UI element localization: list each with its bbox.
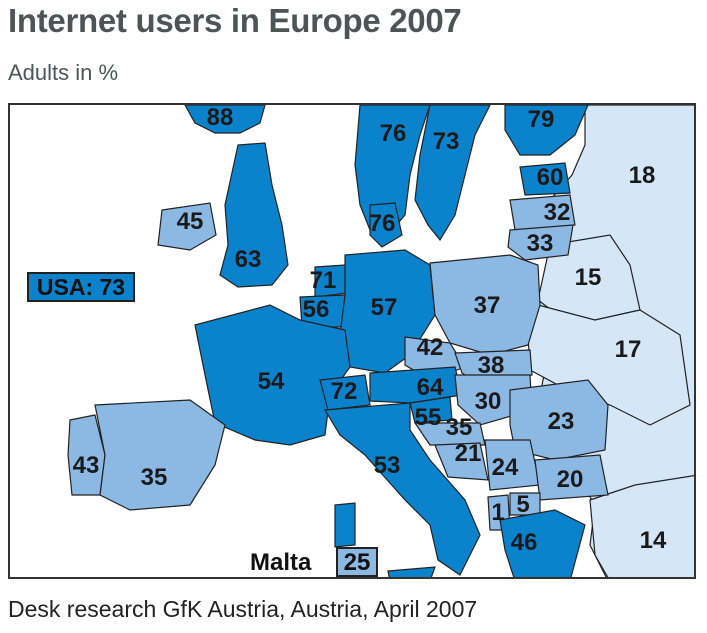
region-value-romania: 23 [548, 408, 575, 435]
region-value-united-kingdom: 63 [235, 246, 262, 273]
region-united-kingdom [219, 142, 289, 288]
malta-value: 25 [336, 547, 378, 577]
region-value-finland: 79 [528, 106, 555, 133]
region-value-norway: 76 [380, 120, 407, 147]
region-value-belgium: 56 [303, 296, 330, 323]
region-ireland [157, 202, 217, 251]
region-sicily [387, 566, 436, 577]
region-spain [94, 399, 226, 511]
region-value-germany: 57 [371, 294, 398, 321]
region-bosnia [434, 442, 489, 481]
region-value-greece: 46 [511, 529, 538, 556]
region-romania [509, 379, 609, 461]
region-value-macedonia: 5 [516, 491, 529, 518]
region-value-bosnia: 21 [455, 440, 482, 467]
map-title: Internet users in Europe 2007 [8, 2, 462, 39]
region-value-hungary: 30 [475, 388, 502, 415]
region-estonia [519, 162, 571, 196]
region-latvia [509, 194, 576, 231]
region-value-lithuania: 33 [527, 230, 554, 257]
region-poland [429, 254, 541, 356]
region-sweden [414, 105, 491, 242]
map-subtitle: Adults in % [8, 60, 119, 85]
region-value-belarus: 15 [575, 264, 602, 291]
region-value-czech-republic: 42 [417, 334, 444, 361]
region-value-poland: 37 [474, 292, 501, 319]
region-slovenia [409, 396, 453, 424]
region-value-turkey: 14 [640, 527, 667, 554]
region-value-netherlands: 71 [310, 267, 337, 294]
region-value-slovakia: 38 [478, 352, 505, 379]
region-value-ireland: 45 [177, 208, 204, 235]
region-value-switzerland: 72 [331, 378, 358, 405]
region-value-ukraine: 17 [615, 336, 642, 363]
region-sardinia [334, 502, 356, 548]
region-value-iceland: 88 [207, 105, 234, 131]
region-iceland [184, 105, 266, 134]
region-value-slovenia: 55 [415, 404, 442, 431]
region-bulgaria [534, 454, 609, 501]
region-value-sweden: 73 [433, 128, 460, 155]
region-denmark [369, 202, 403, 248]
region-value-estonia: 60 [537, 164, 564, 191]
region-value-albania: 1 [491, 499, 504, 526]
region-lithuania [507, 224, 574, 261]
region-value-austria: 64 [417, 374, 444, 401]
region-switzerland [319, 374, 371, 411]
region-value-latvia: 32 [544, 199, 571, 226]
region-value-portugal: 43 [73, 452, 100, 479]
region-italy [323, 402, 481, 576]
region-value-russia: 18 [629, 162, 656, 189]
europe-map: 88 76 73 79 18 60 32 33 45 76 63 15 71 56 57 37 17 42 38 54… [8, 103, 696, 579]
region-value-serbia: 24 [492, 454, 519, 481]
region-finland [504, 105, 589, 156]
region-value-bulgaria: 20 [557, 466, 584, 493]
region-turkey [589, 475, 694, 577]
region-value-spain: 35 [141, 464, 168, 491]
region-value-croatia: 35 [446, 414, 473, 441]
usa-callout: USA: 73 [27, 272, 135, 302]
region-greece [499, 509, 586, 577]
malta-label: Malta [250, 549, 312, 576]
source-note: Desk research GfK Austria, Austria, Apri… [8, 596, 478, 622]
region-value-france: 54 [258, 368, 285, 395]
region-value-denmark: 76 [369, 210, 396, 237]
region-value-italy: 53 [374, 452, 401, 479]
